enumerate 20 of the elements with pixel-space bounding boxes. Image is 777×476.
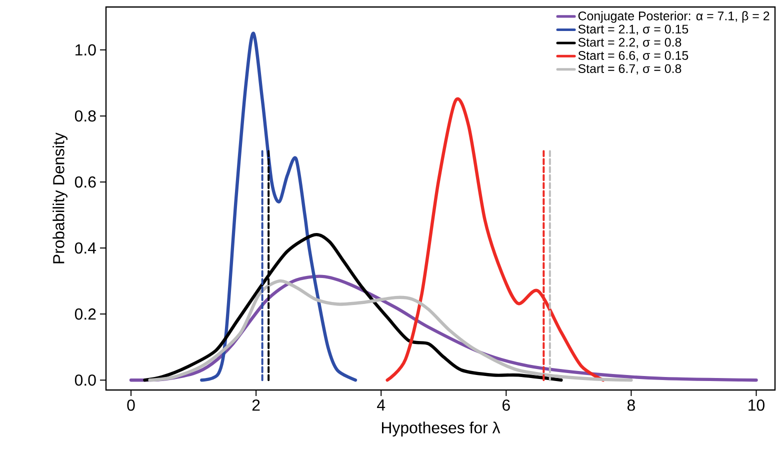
- y-tick-label: 0.4: [74, 242, 96, 254]
- legend-label: Start = 2.1, σ = 0.15: [578, 24, 688, 35]
- legend-label: Conjugate Posterior: α = 7.1, β = 2: [578, 11, 770, 23]
- y-tick-label: 0.2: [74, 308, 96, 320]
- y-tick-label: 0.8: [74, 110, 96, 122]
- legend-label: Start = 6.7, σ = 0.8: [578, 64, 682, 75]
- x-tick-label: 4: [377, 400, 386, 410]
- y-axis-title: Probability Density: [52, 132, 68, 264]
- x-tick-label: 8: [627, 400, 635, 411]
- legend-label: Start = 2.2, σ = 0.8: [578, 38, 682, 48]
- x-tick-label: 6: [502, 400, 510, 411]
- y-tick-label: 0.6: [74, 176, 96, 188]
- y-tick-label: 1.0: [76, 44, 96, 56]
- y-tick-label: 0.0: [74, 374, 96, 386]
- x-tick-label: 2: [252, 400, 260, 411]
- line-series: [200, 32, 358, 382]
- x-axis-title: Hypotheses for λ: [382, 422, 500, 437]
- x-tick-label: 0: [127, 400, 135, 411]
- legend-label: Start = 6.6, σ = 0.15: [578, 51, 688, 62]
- x-tick-label: 10: [748, 400, 764, 411]
